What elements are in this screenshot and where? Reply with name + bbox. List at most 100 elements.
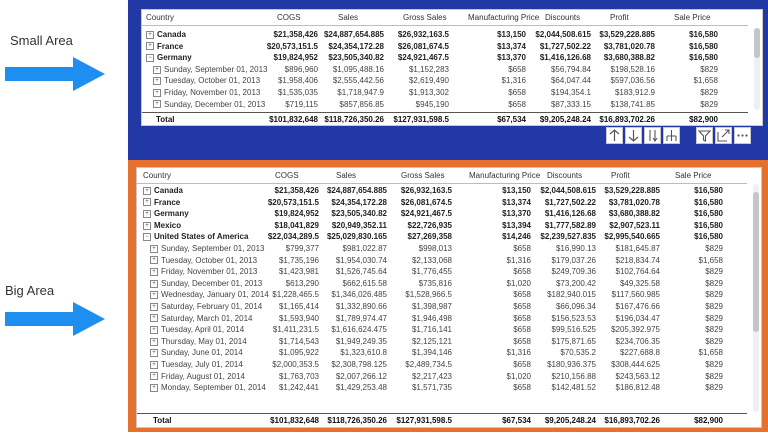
table-row[interactable]: + France $20,573,151.5 $24,354,172.28 $26,08…	[137, 197, 747, 209]
collapse-icon[interactable]: −	[146, 54, 154, 63]
expand-icon[interactable]: +	[150, 256, 158, 265]
expand-icon[interactable]: +	[150, 244, 158, 253]
expand-icon[interactable]: +	[150, 291, 158, 300]
cell-cogs: $1,242,441	[278, 383, 319, 393]
small-matrix-visual[interactable]: Country COGS Sales Gross Sales Manufacturing…	[141, 9, 763, 126]
cell-gross-sales: $2,133,068	[411, 255, 452, 265]
cell-sales: $2,308,798.125	[331, 359, 387, 369]
cell-country: + Saturday, March 01, 2014	[150, 314, 252, 323]
column-header-row: Country COGS Sales Gross Sales Manufacturing…	[142, 10, 748, 26]
table-row[interactable]: + Tuesday, October 01, 2013 $1,958,406 $2,5…	[142, 75, 748, 87]
total-cell-manufacturing-price: $67,534	[497, 115, 526, 124]
cell-manufacturing-price: $14,246	[502, 232, 531, 242]
cell-cogs: $896,960	[284, 64, 318, 74]
vertical-scrollbar[interactable]	[754, 28, 760, 110]
column-header-manufacturing-price[interactable]: Manufacturing Price	[469, 171, 541, 180]
table-row[interactable]: + Mexico $18,041,829 $20,949,352.11 $22,726,…	[137, 220, 747, 232]
expand-icon[interactable]: +	[150, 279, 158, 288]
column-header-country[interactable]: Country	[143, 171, 172, 180]
vertical-scrollbar[interactable]	[753, 184, 759, 412]
column-header-sales[interactable]: Sales	[336, 171, 357, 180]
expand-icon[interactable]: +	[150, 314, 158, 323]
cell-sale-price: $16,580	[694, 209, 723, 219]
expand-icon[interactable]: +	[146, 30, 154, 39]
table-row[interactable]: + Thursday, May 01, 2014 $1,714,543 $1,949,…	[137, 336, 747, 348]
table-row[interactable]: − United States of America $22,034,289.5 $2…	[137, 231, 747, 243]
total-row: Total $101,832,648 $118,726,350.26 $127,931…	[137, 413, 747, 426]
expand-icon[interactable]: +	[143, 198, 151, 207]
column-header-sales[interactable]: Sales	[338, 13, 359, 22]
cell-sales: $2,555,442.56	[332, 76, 384, 86]
cell-sales: $1,949,249.35	[335, 336, 387, 346]
column-header-country[interactable]: Country	[146, 13, 175, 22]
expand-icon[interactable]: +	[150, 349, 158, 358]
expand-icon[interactable]: +	[153, 65, 161, 74]
table-row[interactable]: + Tuesday, October 01, 2013 $1,735,196 $1,9…	[137, 255, 747, 267]
drill-down-button[interactable]	[625, 127, 642, 144]
more-options-button[interactable]	[734, 127, 751, 144]
drill-up-button[interactable]	[606, 127, 623, 144]
expand-all-button[interactable]	[663, 127, 680, 144]
column-header-cogs[interactable]: COGS	[275, 171, 299, 180]
filter-button[interactable]	[696, 127, 713, 144]
scrollbar-thumb[interactable]	[753, 192, 759, 332]
table-row[interactable]: + Tuesday, July 01, 2014 $2,000,353.5 $2,30…	[137, 359, 747, 371]
expand-icon[interactable]: +	[153, 77, 161, 86]
table-row[interactable]: + Wednesday, January 01, 2014 $1,228,465.5…	[137, 289, 747, 301]
expand-icon[interactable]: +	[150, 360, 158, 369]
column-header-profit[interactable]: Profit	[610, 13, 629, 22]
table-row[interactable]: + Saturday, February 01, 2014 $1,165,414 $1…	[137, 301, 747, 313]
column-header-manufacturing-price[interactable]: Manufacturing Price	[468, 13, 540, 22]
table-row[interactable]: + Friday, August 01, 2014 $1,763,703 $2,007…	[137, 371, 747, 383]
cell-discounts: $2,044,508.615	[540, 186, 596, 195]
focus-mode-button[interactable]	[715, 127, 732, 144]
cell-profit: $597,036.56	[610, 76, 656, 86]
column-header-cogs[interactable]: COGS	[277, 13, 301, 22]
cell-sales: $1,346,026.485	[331, 290, 387, 300]
big-matrix-visual[interactable]: Country COGS Sales Gross Sales Manufacturing…	[136, 167, 762, 428]
table-row[interactable]: − Germany $19,824,952 $23,505,340.82 $24,921…	[142, 52, 748, 64]
expand-icon[interactable]: +	[150, 268, 158, 277]
column-header-discounts[interactable]: Discounts	[545, 13, 581, 22]
scrollbar-thumb[interactable]	[754, 28, 760, 58]
table-row[interactable]: + Sunday, December 01, 2013 $719,115 $857,8…	[142, 99, 748, 111]
expand-icon[interactable]: +	[150, 383, 158, 392]
expand-icon[interactable]: +	[153, 88, 161, 97]
column-header-gross-sales[interactable]: Gross Sales	[401, 171, 445, 180]
table-row[interactable]: + France $20,573,151.5 $24,354,172.28 $26,08…	[142, 41, 748, 53]
table-row[interactable]: + Germany $19,824,952 $23,505,340.82 $24,921…	[137, 208, 747, 220]
table-row[interactable]: + Friday, November 01, 2013 $1,535,035 $1,7…	[142, 87, 748, 99]
table-row[interactable]: + Friday, November 01, 2013 $1,423,981 $1,5…	[137, 266, 747, 278]
column-header-sale-price[interactable]: Sale Price	[674, 13, 711, 22]
expand-icon[interactable]: +	[143, 186, 151, 195]
table-row[interactable]: + Tuesday, April 01, 2014 $1,411,231.5 $1,6…	[137, 324, 747, 336]
cell-discounts: $194,354.1	[550, 87, 591, 97]
table-row[interactable]: + Canada $21,358,426 $24,887,654.885 $26,932…	[142, 29, 748, 41]
expand-icon[interactable]: +	[143, 210, 151, 219]
table-row[interactable]: + Sunday, December 01, 2013 $613,290 $662,6…	[137, 278, 747, 290]
expand-icon[interactable]: +	[150, 326, 158, 335]
expand-level-button[interactable]	[644, 127, 661, 144]
expand-icon[interactable]: +	[150, 372, 158, 381]
table-row[interactable]: + Canada $21,358,426 $24,887,654.885 $26,932…	[137, 185, 747, 197]
expand-icon[interactable]: +	[150, 302, 158, 311]
collapse-icon[interactable]: −	[143, 233, 151, 242]
expand-icon[interactable]: +	[150, 337, 158, 346]
expand-icon[interactable]: +	[153, 100, 161, 109]
expand-icon[interactable]: +	[143, 221, 151, 230]
filter-icon	[697, 130, 712, 142]
column-header-discounts[interactable]: Discounts	[547, 171, 583, 180]
cell-sale-price: $16,580	[694, 186, 723, 195]
column-header-sale-price[interactable]: Sale Price	[675, 171, 712, 180]
expand-icon[interactable]: +	[146, 42, 154, 51]
table-row[interactable]: + Saturday, March 01, 2014 $1,593,940 $1,78…	[137, 313, 747, 325]
column-header-gross-sales[interactable]: Gross Sales	[403, 13, 447, 22]
table-row[interactable]: + Sunday, June 01, 2014 $1,095,922 $1,323,6…	[137, 347, 747, 359]
column-header-profit[interactable]: Profit	[611, 171, 630, 180]
cell-cogs: $1,165,414	[278, 301, 319, 311]
cell-sales: $1,332,890.66	[335, 301, 387, 311]
table-row[interactable]: + Sunday, September 01, 2013 $799,377 $981,…	[137, 243, 747, 255]
table-row[interactable]: + Sunday, September 01, 2013 $896,960 $1,09…	[142, 64, 748, 76]
table-row[interactable]: + Monday, September 01, 2014 $1,242,441 $1,…	[137, 382, 747, 394]
row-label: Tuesday, October 01, 2013	[161, 255, 258, 265]
